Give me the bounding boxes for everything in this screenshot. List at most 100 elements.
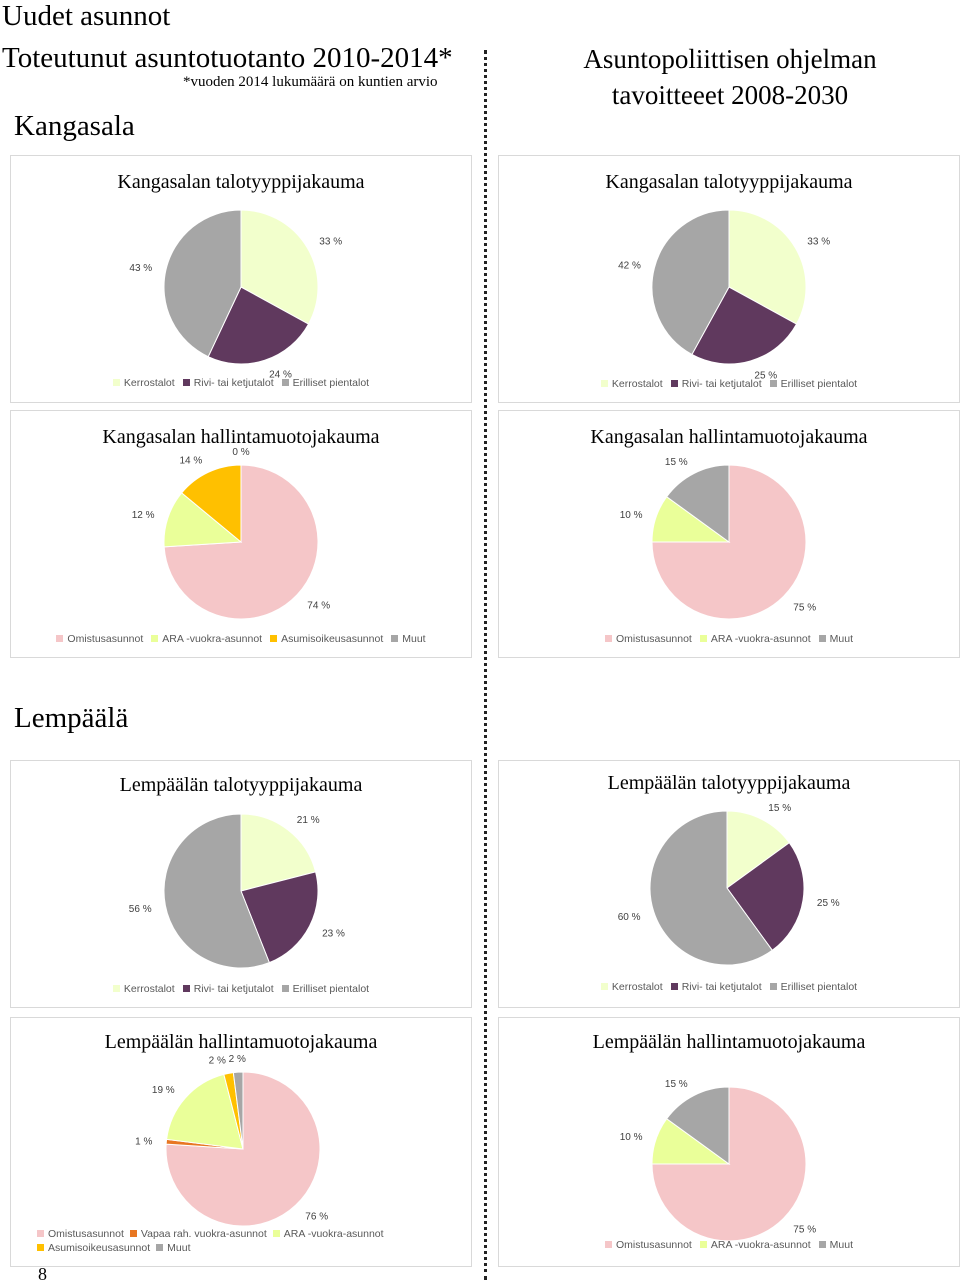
legend-label: Muut	[829, 1239, 854, 1251]
dotted-divider	[484, 50, 487, 1280]
pie-label-omistusasunnot: 75 %	[793, 1224, 816, 1235]
legend-label: Kerrostalot	[611, 378, 663, 390]
chart-legend: Omistusasunnot Vapaa rah. vuokra-asunnot A…	[37, 1228, 461, 1256]
pie-slice-rivi-tai-ketjutalot	[207, 286, 310, 365]
chart-lempaala-talotyyppi-actual: Lempäälän talotyyppijakauma 21 % 23 % 56 %…	[10, 760, 472, 1008]
pie-label-ara-vuokra-asunnot: 12 %	[132, 510, 155, 521]
chart-title: Kangasalan talotyyppijakauma	[605, 171, 853, 193]
legend-label: Vapaa rah. vuokra-asunnot	[140, 1228, 267, 1240]
left-heading: Toteutunut asuntotuotanto 2010-2014*	[2, 42, 453, 74]
legend-item-muut: Muut	[818, 633, 854, 645]
pie-slice-kerrostalot	[728, 209, 807, 325]
legend-item-kerrostalot: Kerrostalot	[112, 377, 175, 389]
legend-label: Rivi- tai ketjutalot	[193, 983, 274, 995]
pie-chart: 74 % 12 % 14 % 0 %	[132, 447, 330, 620]
legend-swatch	[391, 635, 399, 642]
legend-swatch	[600, 983, 608, 990]
legend-item-omistusasunnot: Omistusasunnot	[56, 633, 143, 645]
chart-title: Kangasalan talotyyppijakauma	[117, 171, 365, 193]
pie-label-kerrostalot: 33 %	[319, 237, 342, 248]
legend-label: Erilliset pientalot	[292, 377, 370, 389]
pie-slice-muut	[666, 464, 730, 543]
legend-item-kerrostalot: Kerrostalot	[600, 378, 663, 390]
chart-title: Lempäälän hallintamuotojakauma	[592, 1031, 866, 1053]
legend-label: Omistusasunnot	[67, 633, 144, 645]
legend-item-kerrostalot: Kerrostalot	[600, 981, 663, 993]
legend-swatch	[272, 1230, 280, 1237]
legend-item-erilliset-pientalot: Erilliset pientalot	[281, 983, 370, 995]
legend-swatch	[182, 379, 190, 386]
legend-item-asumisoikeusasunnot: Asumisoikeusasunnot	[270, 633, 383, 645]
legend-label: ARA -vuokra-asunnot	[162, 633, 263, 645]
pie-label-asumisoikeusasunnot: 2 %	[209, 1056, 226, 1067]
legend-swatch	[769, 380, 777, 387]
legend-item-muut: Muut	[391, 633, 426, 645]
pie-label-rivi-tai-ketjutalot: 25 %	[754, 370, 777, 381]
left-note: *vuoden 2014 lukumäärä on kuntien arvio	[183, 74, 438, 90]
chart-legend: Omistusasunnot ARA -vuokra-asunnot Muut	[499, 633, 959, 645]
legend-item-rivi-tai-ketjutalot: Rivi- tai ketjutalot	[670, 378, 762, 390]
pie-label-omistusasunnot: 75 %	[793, 602, 816, 613]
chart-kangasala-hallinta-target: Kangasalan hallintamuotojakauma 75 % 10 %…	[498, 410, 960, 658]
legend-swatch	[699, 635, 707, 642]
legend-item-ara-vuokra-asunnot: ARA -vuokra-asunnot	[699, 633, 811, 645]
pie-label-kerrostalot: 21 %	[297, 815, 320, 826]
chart-legend: Kerrostalot Rivi- tai ketjutalot Erilliset…	[499, 981, 959, 993]
legend-item-omistusasunnot: Omistusasunnot	[37, 1228, 124, 1240]
legend-swatch	[604, 635, 612, 642]
pie-slice-muut	[232, 1071, 244, 1150]
pie-slice-erilliset-pientalot	[163, 209, 242, 358]
section-lempaala: Lempäälä	[14, 702, 129, 734]
pie-slice-erilliset-pientalot	[649, 810, 773, 966]
legend-label: ARA -vuokra-asunnot	[710, 633, 811, 645]
pie-label-vapaa-rah-vuokra-asunnot: 1 %	[135, 1136, 152, 1147]
pie-label-ara-vuokra-asunnot: 10 %	[620, 1132, 643, 1143]
legend-item-muut: Muut	[156, 1242, 190, 1254]
legend-label: Muut	[402, 633, 426, 645]
chart-lempaala-hallinta-actual: Lempäälän hallintamuotojakauma 76 % 1 % 19…	[10, 1017, 472, 1267]
chart-legend: Kerrostalot Rivi- tai ketjutalot Erilliset…	[11, 983, 471, 995]
chart-title: Lempäälän talotyyppijakauma	[607, 772, 851, 794]
legend-item-omistusasunnot: Omistusasunnot	[604, 1239, 692, 1251]
legend-label: Erilliset pientalot	[780, 378, 858, 390]
legend-swatch	[281, 379, 289, 386]
legend-label: Muut	[829, 633, 854, 645]
pie-chart: 33 % 25 % 42 %	[618, 209, 830, 381]
legend-label: Erilliset pientalot	[780, 981, 858, 993]
pie-chart: 33 % 24 % 43 %	[129, 209, 342, 381]
legend-swatch	[818, 1241, 826, 1248]
legend-label: Asumisoikeusasunnot	[281, 633, 384, 645]
legend-label: Rivi- tai ketjutalot	[681, 378, 762, 390]
chart-title: Lempäälän hallintamuotojakauma	[104, 1031, 378, 1053]
pie-label-ara-vuokra-asunnot: 19 %	[152, 1085, 175, 1096]
legend-swatch	[182, 985, 190, 992]
pie-slice-erilliset-pientalot	[163, 813, 270, 969]
pie-slice-rivi-tai-ketjutalot	[240, 871, 319, 964]
legend-swatch	[670, 380, 678, 387]
legend-swatch	[37, 1244, 44, 1251]
chart-title: Kangasalan hallintamuotojakauma	[102, 426, 380, 448]
pie-chart: 21 % 23 % 56 %	[129, 813, 345, 969]
chart-title: Lempäälän talotyyppijakauma	[119, 774, 363, 796]
pie-label-kerrostalot: 15 %	[768, 803, 791, 814]
legend-swatch	[600, 380, 608, 387]
page-title: Uudet asunnot	[2, 0, 171, 32]
pie-label-erilliset-pientalot: 43 %	[129, 263, 152, 274]
legend-item-ara-vuokra-asunnot: ARA -vuokra-asunnot	[272, 1228, 384, 1240]
legend-swatch	[112, 379, 120, 386]
legend-label: Muut	[167, 1242, 191, 1254]
chart-legend: Omistusasunnot ARA -vuokra-asunnot Asumiso…	[11, 633, 471, 645]
page-number: 8	[38, 1264, 47, 1284]
legend-label: Kerrostalot	[611, 981, 663, 993]
legend-item-rivi-tai-ketjutalot: Rivi- tai ketjutalot	[182, 983, 274, 995]
right-heading-line2: tavoitteeet 2008-2030	[611, 80, 849, 110]
pie-label-erilliset-pientalot: 56 %	[129, 904, 152, 915]
legend-swatch	[56, 635, 64, 642]
legend-label: Erilliset pientalot	[292, 983, 370, 995]
legend-swatch	[818, 635, 826, 642]
legend-label: Omistusasunnot	[48, 1228, 124, 1240]
pie-chart: 75 % 10 % 15 %	[620, 1079, 816, 1242]
legend-label: Kerrostalot	[123, 377, 175, 389]
legend-swatch	[151, 635, 159, 642]
legend-swatch	[670, 983, 678, 990]
